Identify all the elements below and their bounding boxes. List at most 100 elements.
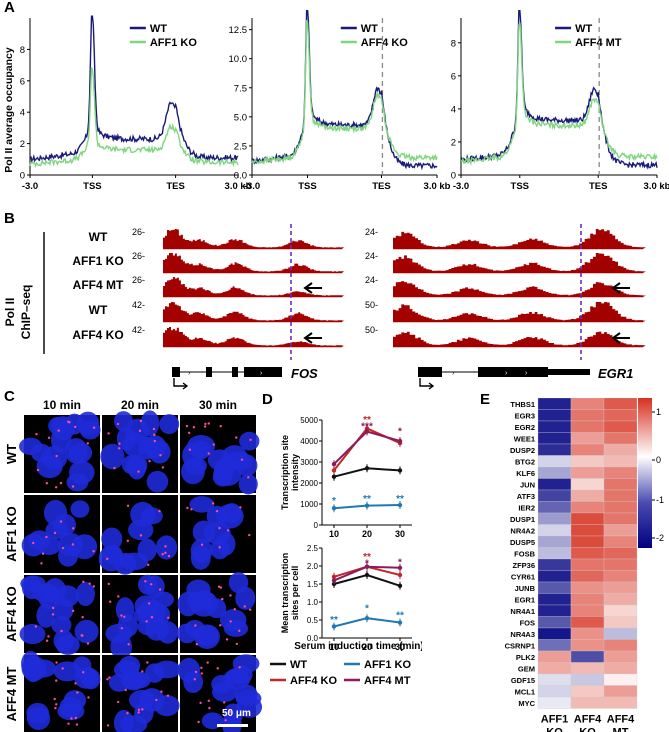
heatmap-cell (570, 570, 605, 583)
heatmap-cell (603, 524, 638, 537)
transcription-spot (158, 588, 162, 591)
transcription-spot (107, 432, 110, 435)
transcription-spot (118, 447, 121, 450)
transcription-spot (194, 624, 197, 627)
heatmap-cells: THBS1 EGR3 EGR2 WEE1 DUSP2 BTG2 KLF6 JUN ATF3 IER… (505, 398, 638, 732)
transcription-spot (75, 723, 79, 726)
y-tick-label: 5000 (300, 416, 318, 425)
transcription-spot (161, 466, 165, 469)
series-line-aff4-mt (460, 22, 658, 166)
y-tick-label: 2 (20, 139, 25, 150)
gene-label: BTG2 (515, 457, 535, 466)
transcription-spot (137, 711, 140, 714)
transcription-spot (203, 425, 207, 428)
heatmap-cell (537, 455, 572, 468)
transcription-spot (193, 678, 197, 681)
transcription-spot (124, 688, 127, 692)
nucleus (223, 668, 251, 690)
heatmap-cell (570, 604, 605, 617)
significance-mark: ** (396, 611, 404, 622)
heatmap-cell (603, 398, 638, 410)
transcription-spot (235, 436, 238, 439)
heatmap-cell (537, 398, 572, 410)
transcription-spot (218, 546, 221, 549)
panel-d-chart-sites: 0.0 0.5 1.0 1.5 2.0 2.5 10 20 30 Mean transcripti… (280, 544, 412, 652)
column-label: AFF1 (541, 714, 569, 726)
nucleus (110, 634, 133, 660)
transcription-spot (155, 698, 158, 702)
y-tick-label: 6 (20, 76, 25, 87)
heatmap-cell (537, 512, 572, 525)
transcription-spot (219, 424, 222, 428)
heatmap-cell (603, 558, 638, 571)
transcription-spot (195, 642, 199, 646)
panel-b-track-group: WT AFF1 KO AFF4 MT WT AFF4 KO 26- 26- 26- 42- 42-… (72, 224, 646, 360)
transcription-spot (34, 625, 38, 628)
transcription-spot (92, 550, 95, 553)
transcription-spot (45, 639, 49, 642)
transcription-spot (185, 424, 189, 428)
transcription-spot (226, 529, 230, 532)
heatmap-cell (570, 650, 605, 663)
y-tick-label: 1.5 (307, 580, 319, 589)
heatmap-cell (537, 489, 572, 502)
x-tick-label: 30 (395, 642, 405, 652)
significance-mark: * (398, 557, 402, 568)
nucleus (100, 443, 125, 470)
transcription-spot (123, 615, 126, 618)
data-point (364, 429, 370, 434)
arrow-indicator (303, 332, 322, 344)
x-tick-label: TSS (83, 181, 101, 192)
track-row-label: WT (89, 303, 108, 317)
chipseq-track-egr1 (393, 302, 646, 322)
nucleus (216, 503, 244, 529)
heatmap-cell (570, 639, 605, 652)
transcription-spot (45, 535, 48, 539)
transcription-spot (126, 539, 130, 543)
transcription-spot (200, 666, 203, 669)
x-tick-label: 3.0 kb (225, 181, 252, 192)
data-point (331, 468, 337, 473)
gene-label: EGR1 (515, 595, 535, 604)
nucleus (184, 620, 205, 638)
colorbar-tick-label: -1 (656, 495, 664, 505)
nucleus (53, 598, 74, 621)
colorbar-tick-label: 0 (656, 455, 661, 465)
gene-label: NR4A3 (510, 630, 535, 639)
nucleus (223, 703, 243, 726)
nucleus (43, 499, 68, 526)
heatmap-cell (603, 616, 638, 629)
heatmap-cell (570, 524, 605, 537)
heatmap-cell (537, 466, 572, 479)
transcription-spot (249, 438, 252, 442)
transcription-spot (150, 616, 154, 619)
heatmap-cell (570, 443, 605, 456)
transcription-spot (243, 605, 246, 608)
track-scale: 24- (365, 251, 378, 261)
gene-label: MCL1 (515, 687, 535, 696)
transcription-spot (120, 627, 124, 630)
transcription-spot (206, 661, 209, 664)
transcription-spot (238, 666, 241, 669)
track-scale: 26- (132, 227, 145, 237)
track-scale: 24- (365, 275, 378, 285)
y-tick-label: 0.5 (307, 616, 319, 625)
y-tick-label: 1000 (300, 500, 318, 509)
x-tick-label: 20 (362, 529, 372, 539)
panel-b-tracks: Pol II ChIP–seq WT AFF1 KO AFF4 MT WT AFF4 K… (3, 224, 646, 390)
y-axis-label: Mean transcription (280, 553, 290, 634)
svg-text:›: › (505, 370, 508, 377)
transcription-spot (239, 506, 242, 509)
y-axis-label: intensity (290, 454, 300, 491)
nucleus (125, 454, 148, 477)
transcription-spot (61, 667, 64, 670)
gene-label: WEE1 (514, 434, 535, 443)
x-tick-label: -3.0 (244, 181, 260, 192)
heatmap-cell (603, 512, 638, 525)
transcription-spot (126, 711, 129, 715)
x-tick-label: TSS (298, 181, 316, 192)
legend-label: WT (361, 23, 378, 35)
heatmap-cell (537, 558, 572, 571)
colorbar-tick-label: 1 (656, 407, 661, 417)
transcription-spot (82, 580, 85, 584)
